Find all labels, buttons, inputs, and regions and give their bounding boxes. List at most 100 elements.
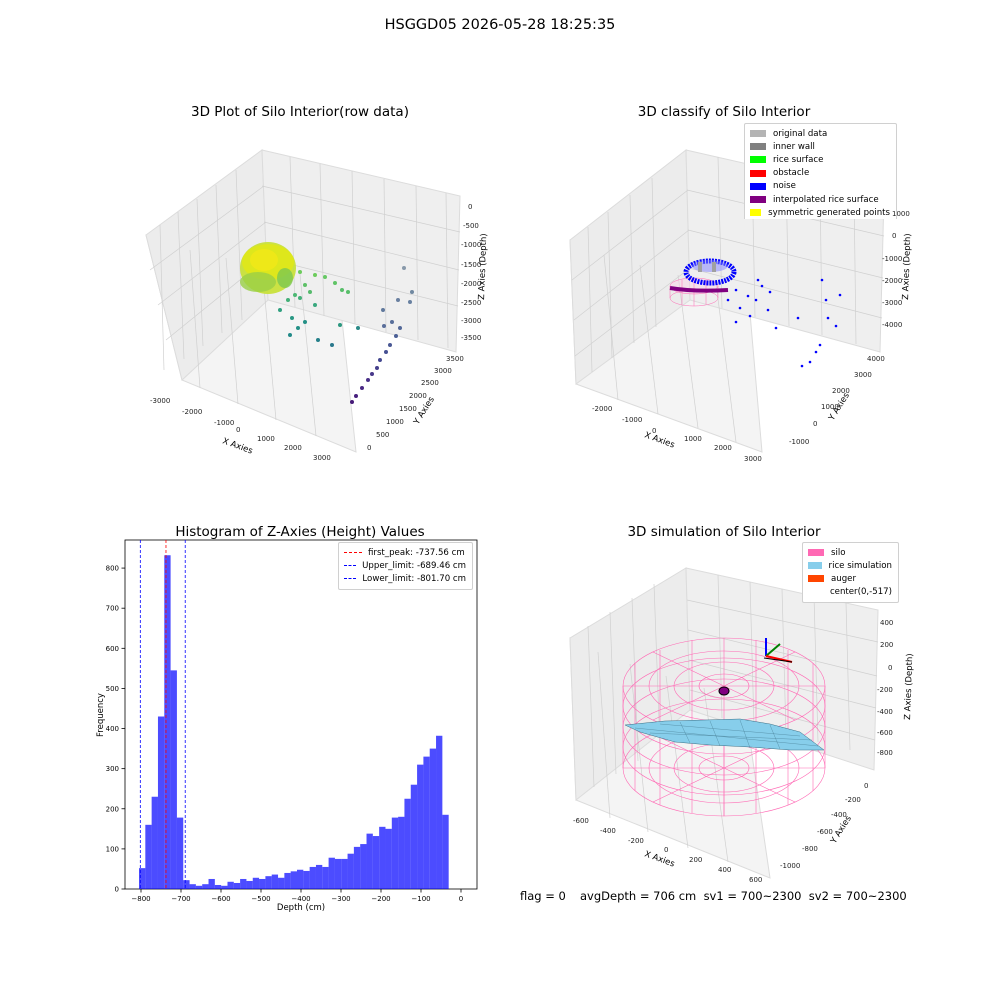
sim-z-tick: 400 <box>880 619 893 627</box>
hist-bar <box>328 857 335 889</box>
hist-bar <box>334 858 342 889</box>
sim-z-tick: -800 <box>877 749 893 757</box>
hist-bar <box>404 798 411 889</box>
hist-y-tick-label: 0 <box>115 886 119 894</box>
legend-label: auger <box>831 573 856 584</box>
legend-item: first_peak: -737.56 cm <box>344 546 466 559</box>
sim-y-ticks: -1000 -800 -600 -400 -200 0 <box>780 782 868 870</box>
hist-y-tick-label: 600 <box>106 645 119 653</box>
legend-item: silo <box>808 546 892 559</box>
legend-swatch <box>750 209 762 217</box>
legend-label: interpolated rice surface <box>773 194 879 205</box>
classify-legend-holder: original data inner wall rice surface ob… <box>744 123 897 219</box>
hist-x-tick-label: −400 <box>291 895 310 903</box>
hist-bar <box>164 555 171 889</box>
sim-x-tick: 0 <box>664 846 668 854</box>
legend-swatch <box>808 549 824 557</box>
hist-bars <box>139 555 449 889</box>
hist-bar <box>391 817 399 889</box>
hist-y-tick-label: 300 <box>106 765 119 773</box>
raw-z-tick: -2500 <box>461 299 481 307</box>
hist-bar <box>170 670 177 889</box>
raw-x-tick: 2000 <box>284 444 302 452</box>
classify-z-tick: 1000 <box>892 210 910 218</box>
legend-swatch <box>750 156 766 164</box>
legend-item: auger <box>808 572 892 585</box>
hist-bar <box>360 844 367 889</box>
raw-x-tick: 1000 <box>257 435 275 443</box>
raw-z-tick: -2000 <box>461 280 481 288</box>
classify-3d-plot: original data inner wall rice surface ob… <box>569 123 913 463</box>
hist-x-tick-label: −500 <box>251 895 270 903</box>
raw-x-tick: -1000 <box>214 419 234 427</box>
flag-status: flag = 0 <box>520 889 566 903</box>
legend-swatch <box>750 169 766 177</box>
hist-x-tick-label: −200 <box>371 895 390 903</box>
legend-item: interpolated rice surface <box>750 193 890 206</box>
hist-legend-holder: first_peak: -737.56 cm Upper_limit: -689… <box>338 542 473 590</box>
legend-swatch <box>750 196 766 204</box>
hist-bar <box>240 878 247 889</box>
hist-y-tick-label: 800 <box>106 565 119 573</box>
sim-z-tick: -200 <box>877 686 893 694</box>
raw-z-tick: -1500 <box>461 261 481 269</box>
classify-noise-ring <box>683 258 737 286</box>
hist-bar <box>423 756 430 889</box>
raw-z-tick: -500 <box>463 222 479 230</box>
legend-label: obstacle <box>773 168 810 179</box>
raw-scatter-points <box>278 266 414 404</box>
legend-item: noise <box>750 180 890 193</box>
sim-x-tick: -200 <box>628 837 644 845</box>
hist-bar <box>284 872 291 889</box>
hist-bar <box>278 877 285 889</box>
raw-z-tick: -3500 <box>461 334 481 342</box>
raw-z-tick: 0 <box>468 203 472 211</box>
hist-bar <box>322 866 329 889</box>
sim-legend: silo rice simulation auger center(0,-517… <box>802 542 899 603</box>
sim-z-tick: 0 <box>888 664 892 672</box>
hist-bar <box>208 878 215 889</box>
hist-x-tick-label: −600 <box>211 895 230 903</box>
sim-z-tick: -600 <box>877 729 893 737</box>
raw-z-label: Z Axies (Depth) <box>477 233 489 300</box>
sim-x-tick: 200 <box>689 856 702 864</box>
hist-bar <box>221 885 228 889</box>
hist-bar <box>233 882 241 889</box>
classify-y-tick: 1000 <box>821 403 839 411</box>
hist-y-ticks: 0 100 200 300 400 500 600 700 800 <box>106 565 125 894</box>
raw-y-tick: 3000 <box>434 367 452 375</box>
raw-x-label: X Axies <box>221 436 254 456</box>
legend-label: symmetric generated points <box>768 207 890 218</box>
raw-y-tick: 0 <box>367 444 371 452</box>
classify-y-tick: -1000 <box>789 438 809 446</box>
classify-z-tick: -3000 <box>882 299 902 307</box>
sim-y-tick: -800 <box>802 845 818 853</box>
figure-title: HSGGD05 2026-05-28 18:25:35 <box>384 17 616 33</box>
sim-z-tick: -400 <box>877 708 893 716</box>
hist-bar <box>372 836 380 889</box>
hist-bar <box>290 871 297 889</box>
raw-plot-title: 3D Plot of Silo Interior(row data) <box>191 104 409 120</box>
rice-surface-mesh <box>634 719 819 750</box>
auger-axes <box>763 638 793 663</box>
legend-label: inner wall <box>773 141 815 152</box>
raw-y-ticks: 0 500 1000 1500 2000 2500 3000 3500 <box>367 355 464 452</box>
raw-y-tick: 1500 <box>399 405 417 413</box>
legend-label: rice surface <box>773 154 824 165</box>
hist-bar <box>417 764 424 889</box>
legend-swatch <box>808 562 822 570</box>
classify-y-tick: 3000 <box>854 371 872 379</box>
legend-swatch <box>808 575 824 583</box>
classify-z-tick: -2000 <box>882 277 902 285</box>
hist-bar <box>353 846 361 889</box>
sim-x-label: X Axies <box>643 849 676 869</box>
hist-x-tick-label: −300 <box>331 895 350 903</box>
classify-z-tick: 0 <box>892 232 896 240</box>
hist-legend: first_peak: -737.56 cm Upper_limit: -689… <box>338 542 473 590</box>
legend-label: center(0,-517) <box>829 587 892 598</box>
hist-bar <box>436 735 443 889</box>
classify-z-ticks: 1000 0 -1000 -2000 -3000 -4000 <box>882 210 910 329</box>
hist-y-tick-label: 200 <box>106 805 119 813</box>
legend-item: center(0,-517) <box>808 586 892 599</box>
classify-x-ticks: -2000 -1000 0 1000 2000 3000 <box>592 405 762 463</box>
